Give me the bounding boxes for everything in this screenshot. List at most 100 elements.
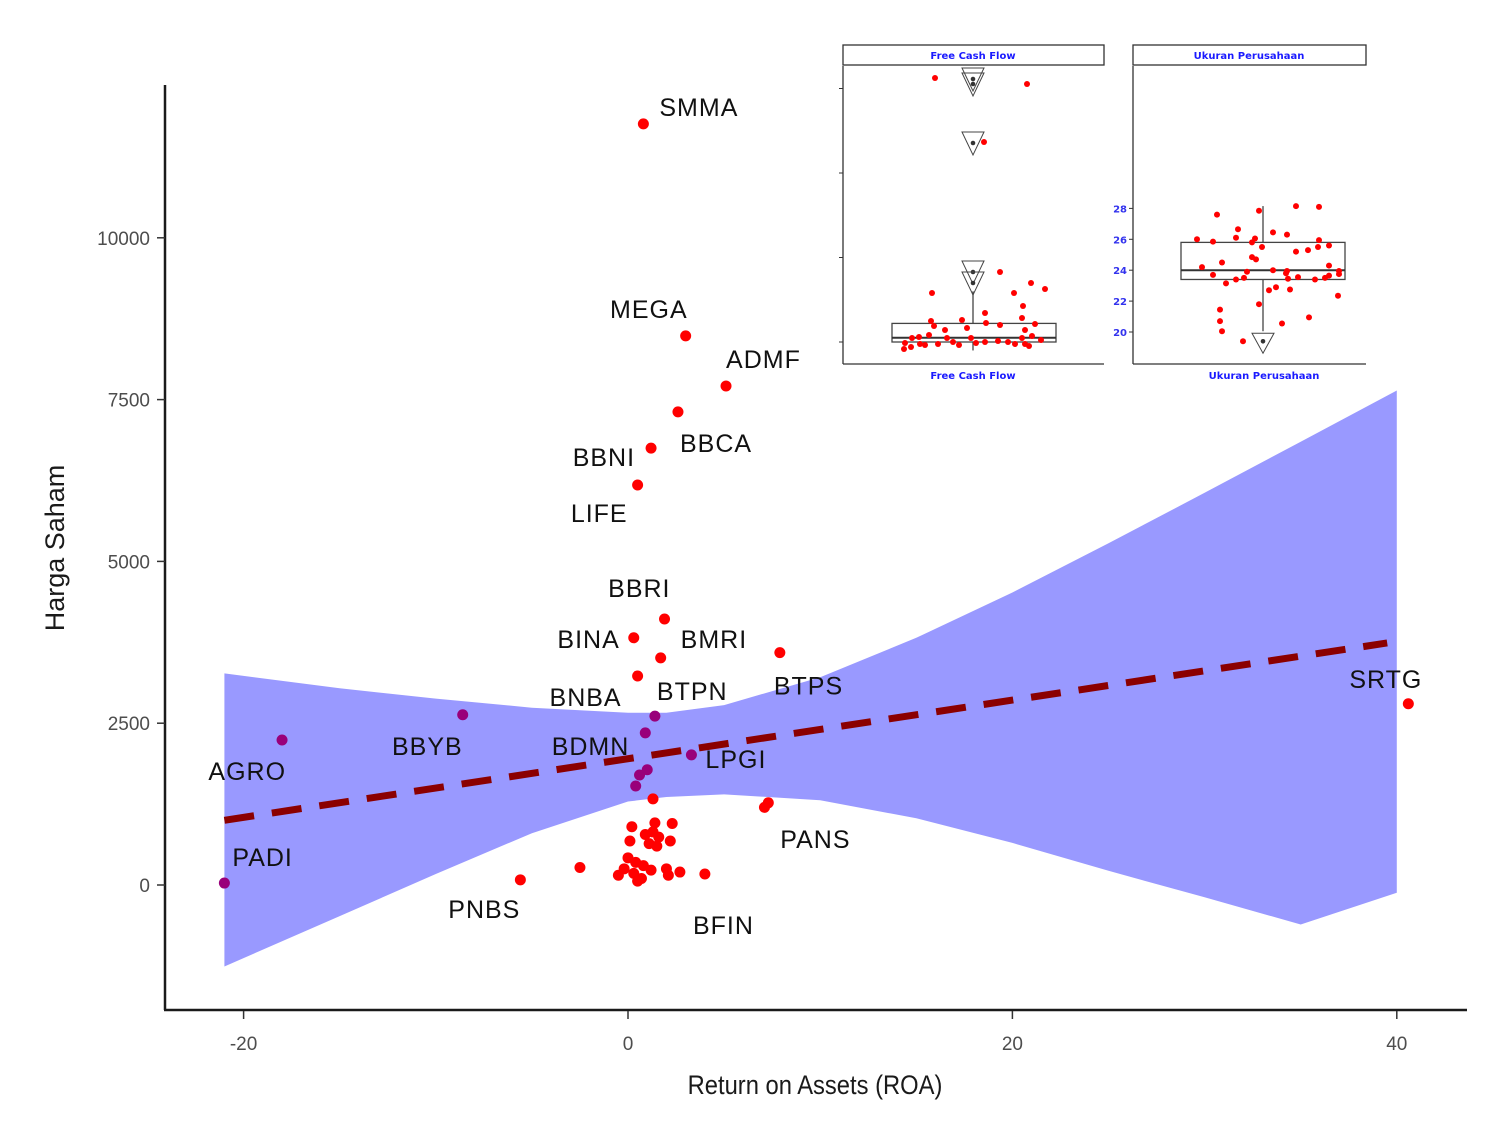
inset-fcf-point <box>902 340 908 346</box>
inset-up-point <box>1235 226 1241 233</box>
data-point-btpn <box>649 710 661 722</box>
inset-up-point <box>1316 203 1322 210</box>
data-point <box>674 866 686 878</box>
point-label-pans: PANS <box>780 826 850 854</box>
inset-fcf-point <box>1042 286 1048 292</box>
inset-fcf-outlier <box>970 280 976 286</box>
inset-fcf-point <box>995 338 1001 344</box>
x-ticks-layer: -20 0 20 40 <box>230 1011 1407 1055</box>
point-label-bbri: BBRI <box>608 575 670 603</box>
inset-fcf-point <box>917 341 923 347</box>
data-point <box>632 875 644 887</box>
data-point <box>624 835 636 847</box>
inset-fcf-point <box>1011 290 1017 296</box>
data-point-agro <box>276 734 288 746</box>
inset-up-point <box>1270 229 1276 236</box>
point-label-bbca: BBCA <box>680 430 752 458</box>
inset-up-point <box>1256 207 1262 214</box>
data-point <box>666 818 678 830</box>
inset-fcf-point <box>959 317 965 323</box>
inset-up-point <box>1199 264 1205 271</box>
y-tick-label: 2500 <box>108 714 150 735</box>
point-label-pnbs: PNBS <box>448 896 520 924</box>
inset-fcf-point <box>1032 321 1038 327</box>
inset-fcf-point <box>950 339 956 345</box>
x-tick-label: -20 <box>230 1034 257 1055</box>
inset-fcf-point <box>929 290 935 296</box>
inset-up-point <box>1293 248 1299 255</box>
inset-up-point <box>1219 328 1225 335</box>
data-point-pnbs <box>514 874 526 886</box>
data-point <box>645 864 657 876</box>
inset-fcf-box <box>891 322 1057 343</box>
data-point-bbri <box>659 613 671 625</box>
inset-up-y-tick-label: 28 <box>1113 204 1127 215</box>
inset-fcf-point <box>982 310 988 316</box>
inset-up-point <box>1219 259 1225 266</box>
trend-line <box>223 639 1388 824</box>
inset-up-point <box>1336 271 1342 278</box>
data-point-life <box>632 479 644 491</box>
inset-fcf-outlier-marker <box>961 72 985 98</box>
data-point-lpgi <box>685 749 697 761</box>
inset-up-point <box>1335 292 1341 299</box>
inset-fcf-point <box>928 318 934 324</box>
inset-up-point <box>1217 318 1223 325</box>
point-label-btps: BTPS <box>774 673 843 701</box>
data-point-padi <box>218 877 230 889</box>
inset-up-point <box>1253 256 1259 263</box>
point-label-life: LIFE <box>571 500 628 528</box>
point-label-smma: SMMA <box>659 94 738 122</box>
inset-up-point <box>1312 276 1318 283</box>
inset-fcf-outlier <box>970 140 976 146</box>
inset-up-point <box>1194 236 1200 243</box>
data-point-bbca <box>672 406 684 418</box>
data-point-bnba <box>632 670 644 682</box>
point-label-agro: AGRO <box>208 758 286 786</box>
inset-free-cash-flow: Free Cash Flow Free Cash Flow <box>839 44 1105 382</box>
data-point <box>641 764 653 776</box>
inset-fcf-strip <box>842 44 1105 66</box>
inset-fcf-outlier-marker <box>961 67 985 93</box>
x-tick-label: 0 <box>623 1034 634 1055</box>
inset-fcf-outlier <box>970 76 976 82</box>
inset-up-point <box>1270 267 1276 274</box>
inset-fcf-body <box>839 67 1057 352</box>
inset-fcf-point <box>916 334 922 340</box>
inset-up-point <box>1240 338 1246 345</box>
point-label-srtg: SRTG <box>1349 666 1422 694</box>
inset-up-point <box>1322 274 1328 281</box>
inset-fcf-outlier <box>970 81 976 87</box>
inset-fcf-point <box>922 342 928 348</box>
inset-fcf-point <box>1019 335 1025 341</box>
inset-fcf-point <box>1038 337 1044 343</box>
inset-up-body <box>1180 203 1346 355</box>
inset-up-point <box>1279 320 1285 327</box>
inset-up-point <box>1233 234 1239 241</box>
inset-up-point <box>1295 274 1301 281</box>
data-point <box>662 869 674 881</box>
data-point <box>699 868 711 880</box>
inset-up-point <box>1210 271 1216 278</box>
data-point-bbni <box>645 442 657 454</box>
inset-fcf-outlier-marker <box>961 131 985 157</box>
y-axis-title: Harga Saham <box>40 465 70 632</box>
inset-fcf-point <box>1005 339 1011 345</box>
data-point <box>653 831 665 843</box>
data-point <box>618 863 630 875</box>
inset-fcf-point <box>982 339 988 345</box>
inset-fcf-point <box>932 75 938 81</box>
inset-fcf-title: Free Cash Flow <box>930 51 1015 62</box>
point-label-bina: BINA <box>557 626 619 654</box>
inset-up-point <box>1316 237 1322 244</box>
inset-fcf-point <box>997 322 1003 328</box>
point-label-bbyb: BBYB <box>392 733 463 761</box>
inset-fcf-point <box>997 269 1003 275</box>
data-point-bbyb <box>457 709 469 721</box>
inset-fcf-point <box>909 335 915 341</box>
inset-up-point <box>1285 275 1291 282</box>
inset-fcf-point <box>981 139 987 145</box>
points-layer <box>218 118 1414 889</box>
inset-up-point <box>1259 244 1265 251</box>
